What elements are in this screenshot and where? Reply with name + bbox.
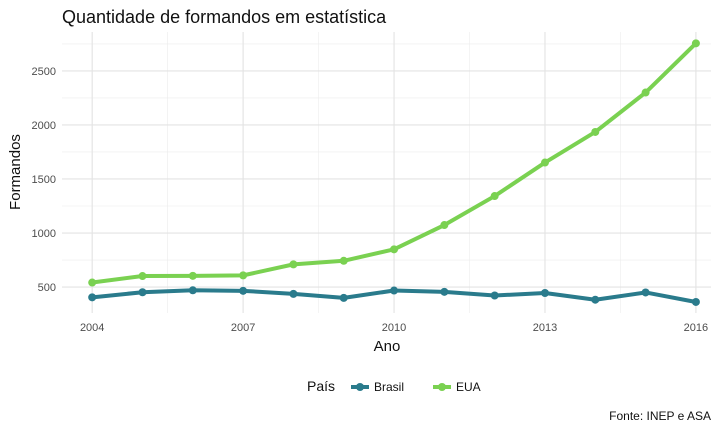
- data-point-brasil: [339, 293, 348, 302]
- data-point-brasil: [390, 286, 399, 295]
- y-tick-label: 1500: [32, 174, 56, 186]
- data-point-eua: [591, 127, 600, 136]
- data-point-eua: [138, 272, 147, 281]
- data-point-eua: [88, 278, 97, 287]
- legend-key-point-brasil: [356, 383, 364, 391]
- series-layer: [88, 39, 700, 306]
- data-point-brasil: [540, 289, 549, 298]
- chart-title: Quantidade de formandos em estatística: [62, 7, 387, 27]
- data-point-eua: [239, 271, 248, 280]
- grid: [62, 32, 711, 313]
- data-point-brasil: [88, 293, 97, 302]
- data-point-brasil: [138, 288, 147, 297]
- data-point-brasil: [188, 286, 197, 295]
- y-tick-label: 2000: [32, 120, 56, 132]
- x-tick-label: 2013: [533, 322, 557, 334]
- chart-caption: Fonte: INEP e ASA: [609, 409, 711, 423]
- legend-title: País: [307, 378, 335, 394]
- y-axis-title: Formandos: [7, 134, 24, 210]
- data-point-eua: [490, 192, 499, 201]
- data-point-eua: [188, 271, 197, 280]
- legend-key-point-eua: [438, 383, 446, 391]
- x-axis-title: Ano: [374, 338, 401, 355]
- data-point-eua: [540, 158, 549, 167]
- data-point-eua: [691, 39, 700, 48]
- y-tick-label: 1000: [32, 228, 56, 240]
- data-point-brasil: [591, 295, 600, 304]
- data-point-brasil: [440, 287, 449, 296]
- data-point-brasil: [289, 289, 298, 298]
- x-tick-label: 2007: [231, 322, 255, 334]
- data-point-eua: [339, 256, 348, 265]
- y-tick-label: 2500: [32, 66, 56, 78]
- data-point-brasil: [641, 288, 650, 297]
- data-point-brasil: [691, 297, 700, 306]
- data-point-eua: [641, 88, 650, 97]
- legend-items: Brasil EUA: [351, 380, 481, 394]
- x-tick-label: 2016: [684, 322, 708, 334]
- data-point-eua: [390, 245, 399, 254]
- data-point-brasil: [490, 291, 499, 300]
- x-tick-label: 2004: [80, 322, 104, 334]
- x-tick-labels: 2004 2007 2010 2013 2016: [80, 322, 708, 334]
- data-point-brasil: [239, 286, 248, 295]
- data-point-eua: [289, 260, 298, 269]
- x-tick-label: 2010: [382, 322, 406, 334]
- data-point-eua: [440, 221, 449, 230]
- legend-label-eua: EUA: [456, 380, 481, 394]
- legend-label-brasil: Brasil: [374, 380, 404, 394]
- legend: País Brasil EUA: [307, 378, 481, 394]
- y-tick-label: 500: [38, 282, 56, 294]
- y-tick-labels: 500 1000 1500 2000 2500: [32, 66, 56, 294]
